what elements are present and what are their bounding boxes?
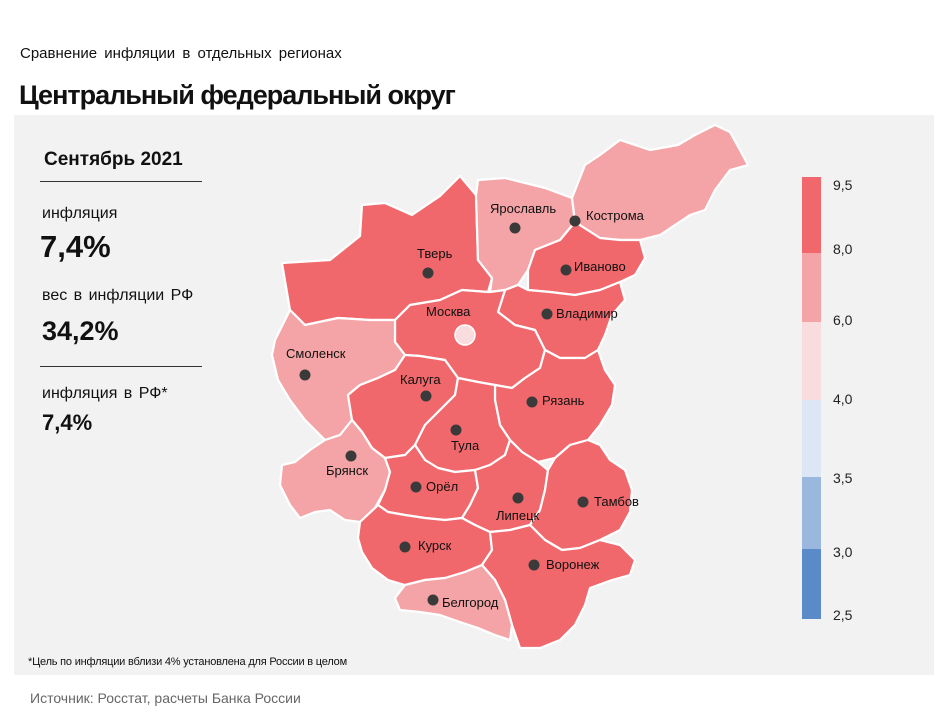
city-dot-kursk (399, 541, 411, 553)
city-label-smolensk: Смоленск (286, 346, 346, 361)
legend-tick-label: 9,5 (833, 177, 853, 193)
city-dot-smolensk (299, 369, 311, 381)
city-dot-vladimir (541, 308, 553, 320)
city-dot-tula (450, 424, 462, 436)
footnote: *Цель по инфляции вблизи 4% установлена … (28, 656, 347, 668)
city-label-tver: Тверь (417, 246, 453, 261)
legend-band-light-red (802, 253, 821, 322)
city-dot-yaroslavl (509, 222, 521, 234)
legend-band-pale-red (802, 322, 821, 400)
legend-tick-label: 6,0 (833, 312, 853, 328)
city-label-kursk: Курск (418, 538, 452, 553)
city-label-ivanovo: Иваново (574, 259, 626, 274)
region-tambov (528, 438, 634, 552)
region-bryansk (278, 418, 392, 524)
city-dot-kostroma (569, 215, 581, 227)
city-label-voronezh: Воронеж (546, 557, 600, 572)
inflation-label: инфляция (42, 205, 118, 222)
inflation-value: 7,4% (40, 229, 111, 264)
city-label-tula: Тула (451, 438, 480, 453)
period-label: Сентябрь 2021 (44, 149, 183, 170)
city-label-lipetsk: Липецк (496, 508, 540, 523)
legend-tick-label: 4,0 (833, 391, 853, 407)
page-title: Центральный федеральный округ (19, 80, 456, 110)
chart-subtitle: Сравнение инфляции в отдельных регионах (20, 45, 342, 62)
city-label-kaluga: Калуга (400, 372, 441, 387)
legend-tick-label: 3,0 (833, 544, 853, 560)
city-label-oryol: Орёл (426, 479, 458, 494)
rf-inflation-label: инфляция в РФ* (42, 385, 168, 402)
city-label-vladimir: Владимир (556, 306, 618, 321)
city-dot-belgorod (427, 594, 439, 606)
city-label-yaroslavl: Ярославль (490, 201, 556, 216)
source-note: Источник: Росстат, расчеты Банка России (30, 690, 301, 706)
legend-band-dark-red (802, 177, 821, 253)
city-label-kostroma: Кострома (586, 208, 645, 223)
region-belgorod (393, 563, 514, 642)
city-dot-voronezh (528, 559, 540, 571)
city-label-ryazan: Рязань (542, 393, 585, 408)
city-dot-tver (422, 267, 434, 279)
weight-label: вес в инфляции РФ (42, 287, 194, 304)
city-label-belgorod: Белгород (442, 595, 499, 610)
city-dot-ryazan (526, 396, 538, 408)
legend-band-pale-blue (802, 400, 821, 477)
city-dot-lipetsk (512, 492, 524, 504)
legend-band-light-blue (802, 477, 821, 549)
divider-top (40, 181, 202, 182)
divider-bottom (40, 366, 202, 367)
legend-band-blue (802, 549, 821, 619)
legend-tick-label: 3,5 (833, 470, 853, 486)
city-dot-bryansk (345, 450, 357, 462)
legend-tick-label: 8,0 (833, 241, 853, 257)
city-dot-tambov (577, 496, 589, 508)
moscow-marker (454, 324, 476, 346)
city-label-bryansk: Брянск (326, 463, 368, 478)
city-label-moscow: Москва (426, 304, 471, 319)
city-dot-kaluga (420, 390, 432, 402)
rf-inflation-value: 7,4% (42, 410, 93, 435)
city-dot-ivanovo (560, 264, 572, 276)
city-dot-oryol (410, 481, 422, 493)
city-label-tambov: Тамбов (594, 494, 639, 509)
weight-value: 34,2% (42, 316, 119, 346)
legend-tick-label: 2,5 (833, 607, 853, 623)
